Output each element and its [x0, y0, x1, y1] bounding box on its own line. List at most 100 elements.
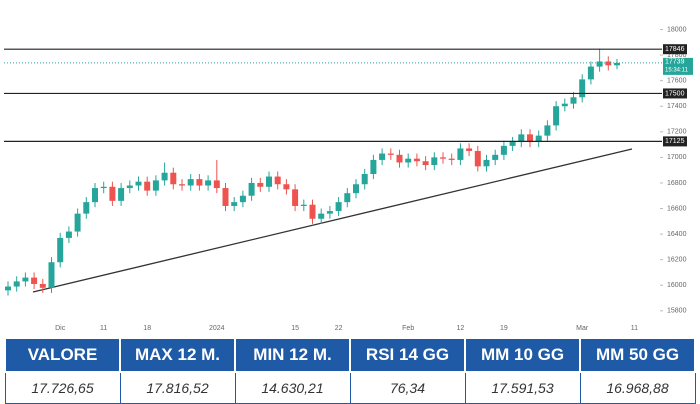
- candle-body: [318, 213, 325, 219]
- y-tick-label: 16400: [667, 231, 687, 238]
- candle-body: [518, 134, 525, 143]
- candle-body: [422, 161, 429, 166]
- x-tick-label: 18: [143, 325, 151, 332]
- level-tag: [663, 88, 687, 99]
- candle-body: [370, 159, 377, 174]
- candle-body: [22, 277, 29, 282]
- candle-body: [387, 153, 394, 155]
- x-tick-label: 11: [100, 325, 107, 332]
- candle-body: [292, 189, 299, 206]
- stats-table: VALORE MAX 12 M. MIN 12 M. RSI 14 GG MM …: [4, 337, 696, 404]
- y-tick-label: 16800: [667, 180, 687, 187]
- candle-body: [413, 158, 420, 162]
- candle-body: [248, 182, 255, 196]
- candle-body: [274, 176, 281, 185]
- y-tick-label: 17400: [667, 103, 687, 110]
- value-cell: 17.591,53: [464, 371, 581, 404]
- candle-body: [135, 181, 142, 186]
- candle-body: [474, 150, 481, 167]
- candle-body: [100, 186, 107, 189]
- candle-body: [448, 158, 455, 160]
- candle-body: [396, 154, 403, 163]
- candle-body: [466, 148, 473, 151]
- candle-body: [118, 188, 125, 201]
- candle-body: [31, 277, 38, 284]
- candle-body: [257, 182, 264, 187]
- chart: 15800 16000 16200 16400 16600 16800 17000 17200…: [4, 0, 700, 336]
- x-tick-label: 12: [457, 325, 465, 332]
- candle-body: [196, 179, 203, 186]
- candle-body: [440, 157, 446, 159]
- y-tick-label: 15800: [667, 308, 687, 315]
- value-cell: 14.630,21: [234, 371, 351, 404]
- header-cell: MIN 12 M.: [234, 337, 351, 373]
- candle-body: [92, 188, 98, 203]
- candle-body: [239, 195, 246, 203]
- x-tick-label: 11: [631, 325, 638, 332]
- x-tick-label: Mar: [576, 325, 589, 332]
- candle-body: [300, 204, 307, 206]
- candle-body: [309, 204, 316, 219]
- candle-body: [283, 184, 290, 190]
- candle-body: [587, 66, 594, 80]
- candle-body: [205, 180, 212, 186]
- candle-body: [266, 176, 272, 187]
- candle-body: [492, 154, 499, 160]
- x-tick-label: Dic: [55, 325, 66, 332]
- candle-body: [213, 180, 220, 189]
- candle-body: [65, 231, 72, 238]
- candle-body: [500, 145, 507, 155]
- y-tick-label: 17600: [667, 77, 687, 84]
- axis-box: [662, 0, 700, 336]
- price-label: 17739: [665, 59, 685, 66]
- header-row: VALORE MAX 12 M. MIN 12 M. RSI 14 GG MM …: [4, 337, 696, 373]
- candle-body: [509, 142, 516, 146]
- candle-body: [570, 97, 577, 104]
- candle-body: [326, 211, 333, 214]
- level-tag: [663, 136, 687, 147]
- level-label: 17125: [665, 138, 685, 145]
- candle-body: [596, 61, 603, 67]
- trend-line: [32, 148, 633, 293]
- level-label: 17500: [665, 90, 685, 97]
- candle-body: [231, 202, 238, 206]
- candle-body: [5, 286, 11, 291]
- y-tick-label: 17000: [667, 154, 687, 161]
- y-tick-label: 16200: [667, 257, 687, 264]
- candle-body: [379, 153, 386, 160]
- value-cell: 17.726,65: [4, 371, 121, 404]
- y-tick-label: 18000: [667, 26, 687, 33]
- candle-body: [74, 213, 81, 232]
- candle-body: [126, 185, 133, 189]
- candle-body: [179, 184, 185, 186]
- x-tick-label: Feb: [402, 325, 414, 332]
- candle-body: [144, 181, 151, 191]
- y-tick-label: 16000: [667, 282, 687, 289]
- candle-body: [344, 193, 351, 203]
- candle-body: [170, 172, 177, 185]
- candle-body: [13, 281, 20, 287]
- y-tick-label: 16600: [667, 205, 687, 212]
- level-label: 17846: [665, 46, 685, 53]
- candle-body: [353, 184, 359, 194]
- candle-body: [405, 158, 412, 163]
- candle-body: [48, 262, 55, 288]
- candle-body: [161, 172, 168, 181]
- countdown: 15:34:11: [665, 67, 689, 73]
- candle-body: [57, 237, 64, 263]
- x-tick-label: 2024: [209, 325, 225, 332]
- candle-body: [535, 135, 542, 143]
- candle-body: [39, 283, 46, 288]
- candle-body: [483, 159, 490, 167]
- header-cell: MM 50 GG: [579, 337, 696, 373]
- candle-body: [579, 79, 586, 98]
- candle-body: [83, 202, 90, 214]
- candle-body: [187, 179, 194, 186]
- candle-body: [605, 61, 612, 66]
- candle-body: [457, 148, 464, 160]
- value-cell: 76,34: [349, 371, 466, 404]
- candle-body: [152, 180, 159, 191]
- candle-body: [222, 188, 229, 206]
- value-cell: 16.968,88: [579, 371, 696, 404]
